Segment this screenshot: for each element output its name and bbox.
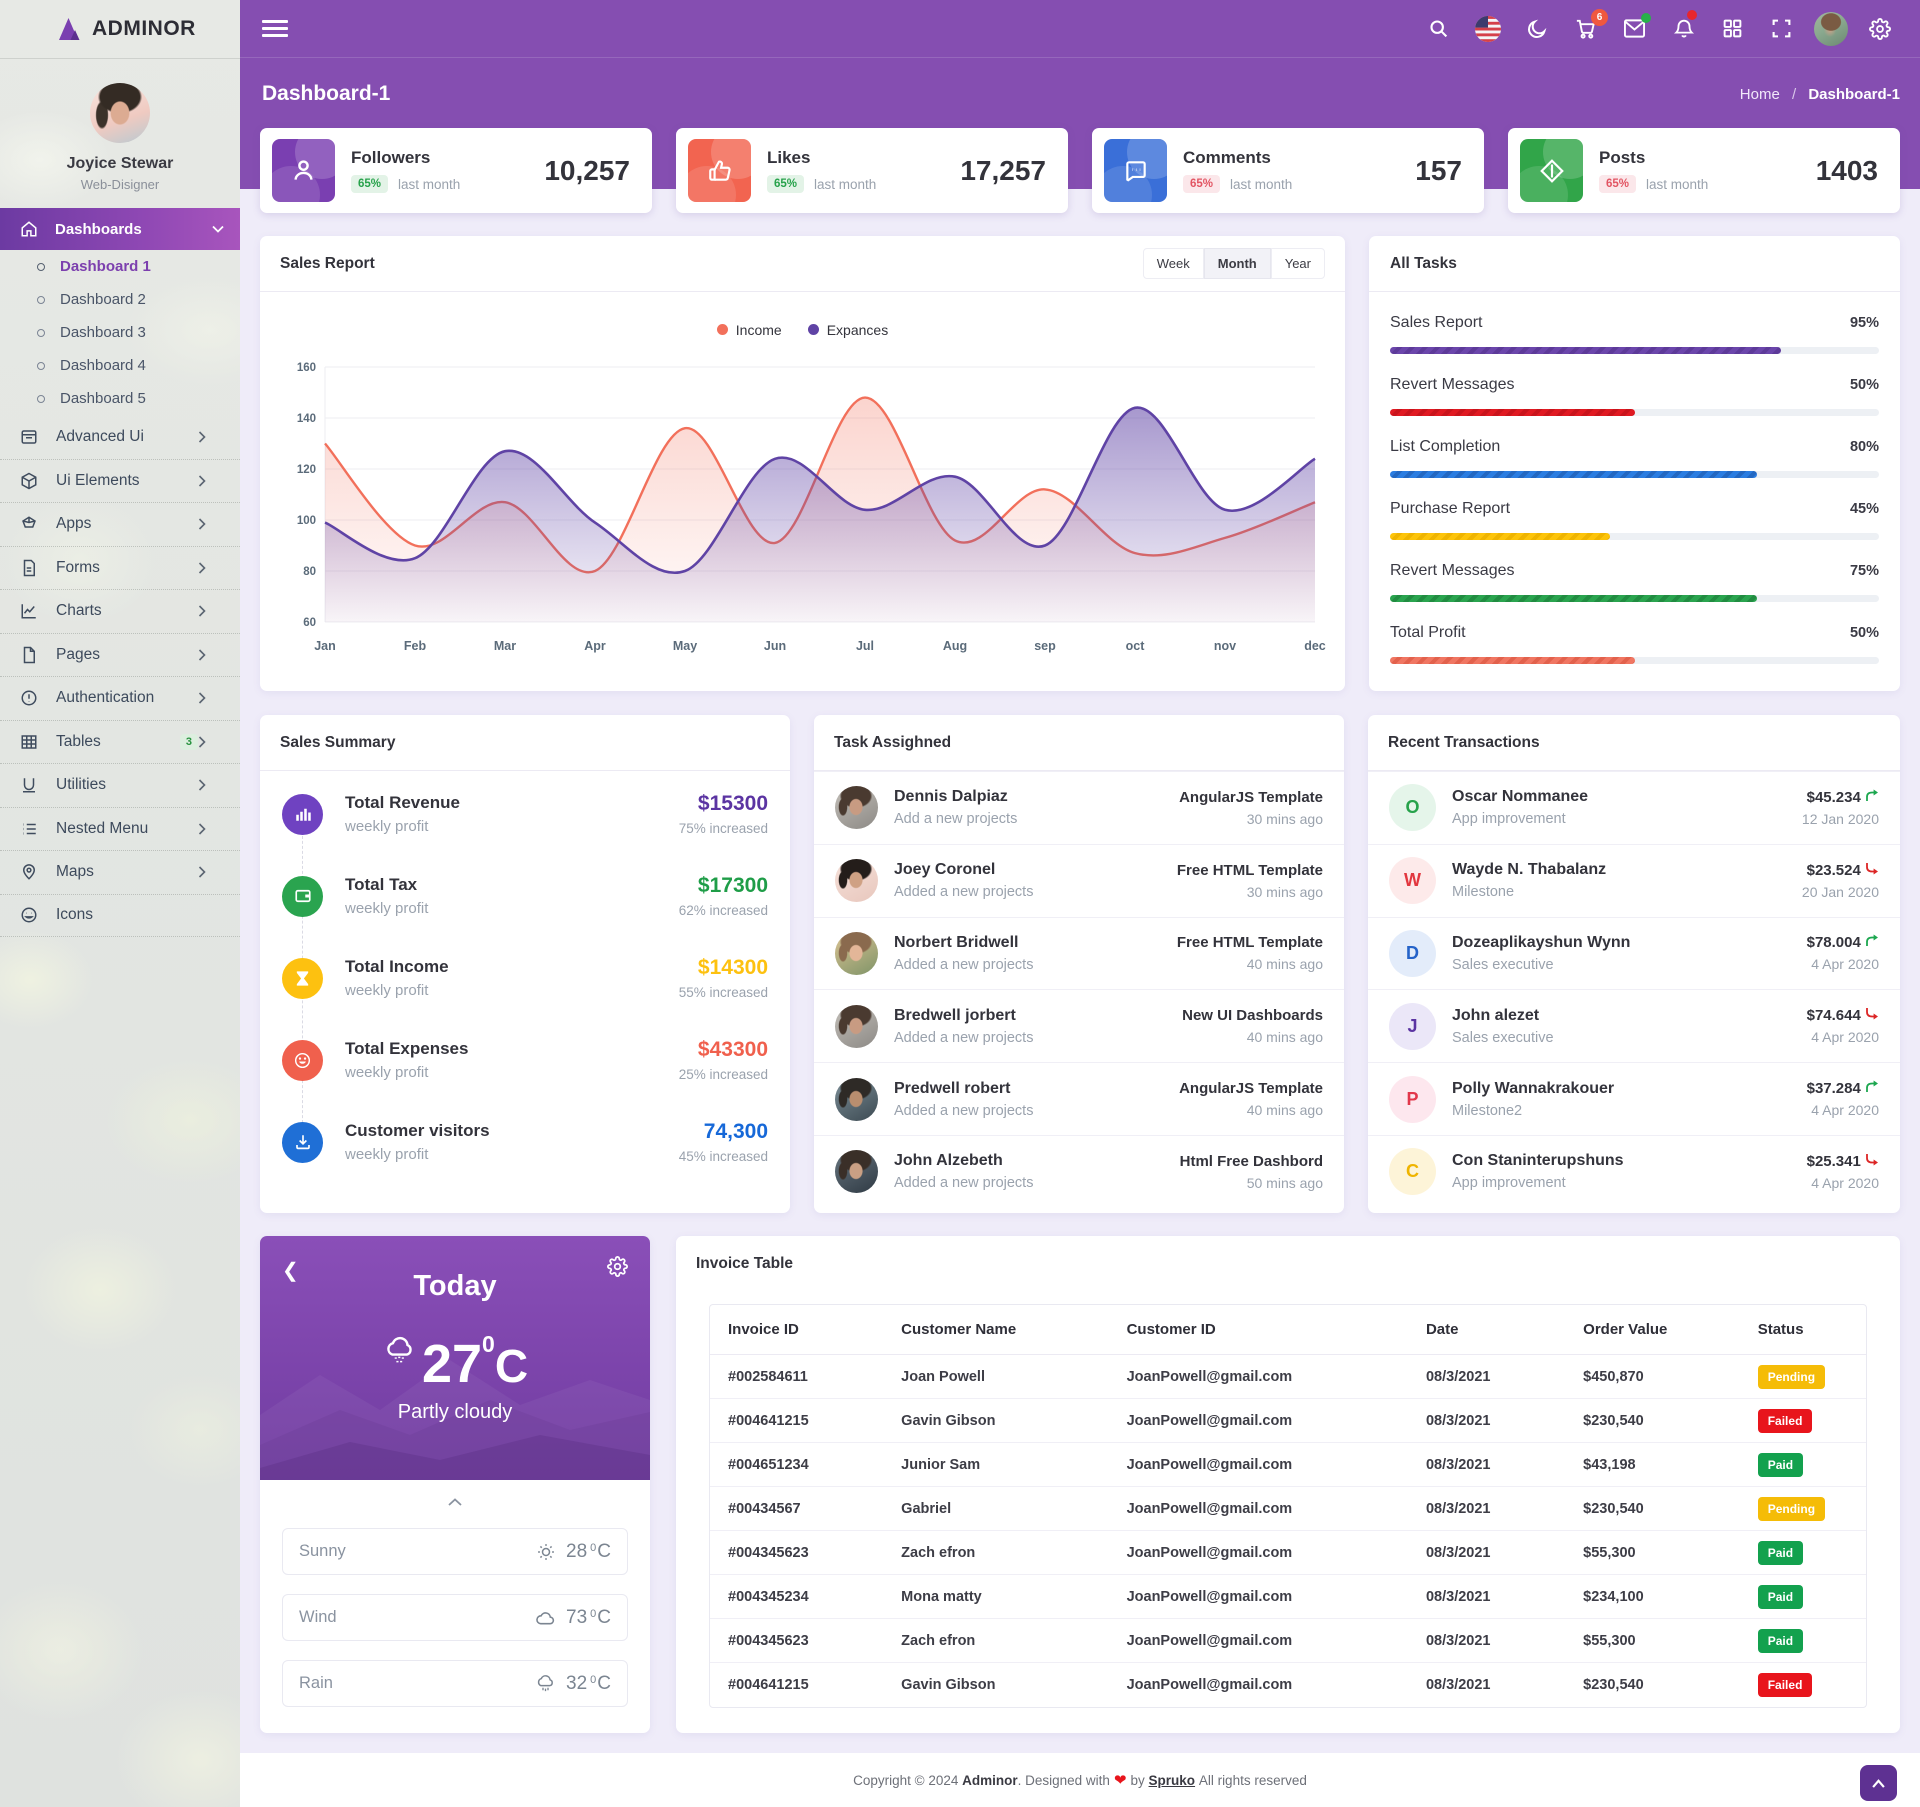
svg-text:dec: dec — [1304, 639, 1326, 653]
svg-text:60: 60 — [303, 617, 316, 629]
svg-text:Jun: Jun — [764, 639, 786, 653]
svg-text:100: 100 — [297, 515, 316, 527]
svg-text:oct: oct — [1126, 639, 1146, 653]
svg-text:Mar: Mar — [494, 639, 516, 653]
svg-text:Jan: Jan — [314, 639, 336, 653]
svg-text:Feb: Feb — [404, 639, 427, 653]
svg-text:May: May — [673, 639, 697, 653]
svg-text:120: 120 — [297, 464, 316, 476]
svg-text:Apr: Apr — [584, 639, 606, 653]
svg-text:80: 80 — [303, 566, 316, 578]
svg-text:140: 140 — [297, 413, 316, 425]
svg-text:Jul: Jul — [856, 639, 874, 653]
svg-text:nov: nov — [1214, 639, 1236, 653]
svg-text:Aug: Aug — [943, 639, 967, 653]
svg-text:sep: sep — [1034, 639, 1056, 653]
svg-text:160: 160 — [297, 362, 316, 374]
